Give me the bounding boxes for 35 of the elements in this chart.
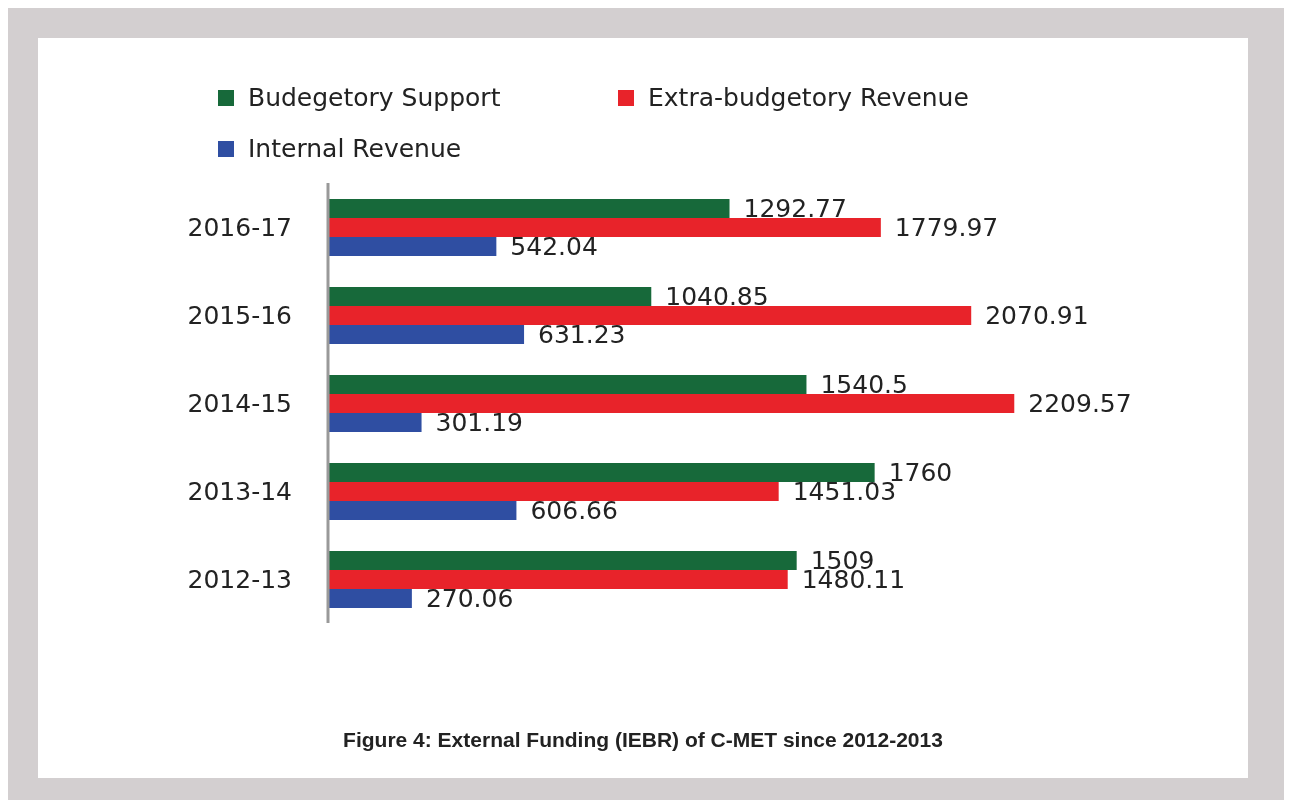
data-label: 542.04 [510, 232, 598, 262]
data-label: 270.06 [425, 584, 514, 614]
bar [328, 589, 412, 608]
bar [328, 482, 779, 501]
data-label: 301.19 [435, 408, 524, 438]
legend-label: Internal Revenue [248, 134, 462, 163]
data-label: 1292.77 [743, 194, 847, 224]
text: Figure 4: External Funding (IEBR) of C-MET since 2012-2013 [342, 728, 944, 752]
data-label: 2209.57 [1028, 389, 1132, 419]
data-label: 2070.91 [985, 301, 1089, 331]
bar [328, 463, 875, 482]
bar [328, 501, 517, 520]
data-label: 1779.97 [894, 213, 999, 243]
y-tick-label: 2014-15 [187, 388, 292, 418]
bar [328, 325, 525, 344]
bar [328, 237, 497, 256]
legend-label: Extra-budgetory Revenue [648, 83, 969, 112]
bar [328, 218, 881, 237]
data-label: 606.66 [530, 496, 618, 526]
bar [328, 287, 652, 306]
bar [328, 570, 788, 589]
legend-label: Budegetory Support [248, 83, 501, 112]
bar [328, 375, 807, 394]
y-tick-label: 2012-13 [187, 564, 292, 594]
bar [328, 413, 422, 432]
data-label: 1040.85 [665, 282, 769, 312]
data-label: 631.23 [538, 320, 626, 350]
data-label: 1540.5 [820, 370, 908, 400]
y-tick-label: 2013-14 [187, 476, 292, 506]
bar [328, 306, 972, 325]
y-tick-label: 2016-17 [187, 212, 292, 242]
y-tick-label: 2015-16 [187, 300, 292, 330]
bar [328, 551, 797, 570]
bar [328, 394, 1015, 413]
bar [328, 199, 730, 218]
